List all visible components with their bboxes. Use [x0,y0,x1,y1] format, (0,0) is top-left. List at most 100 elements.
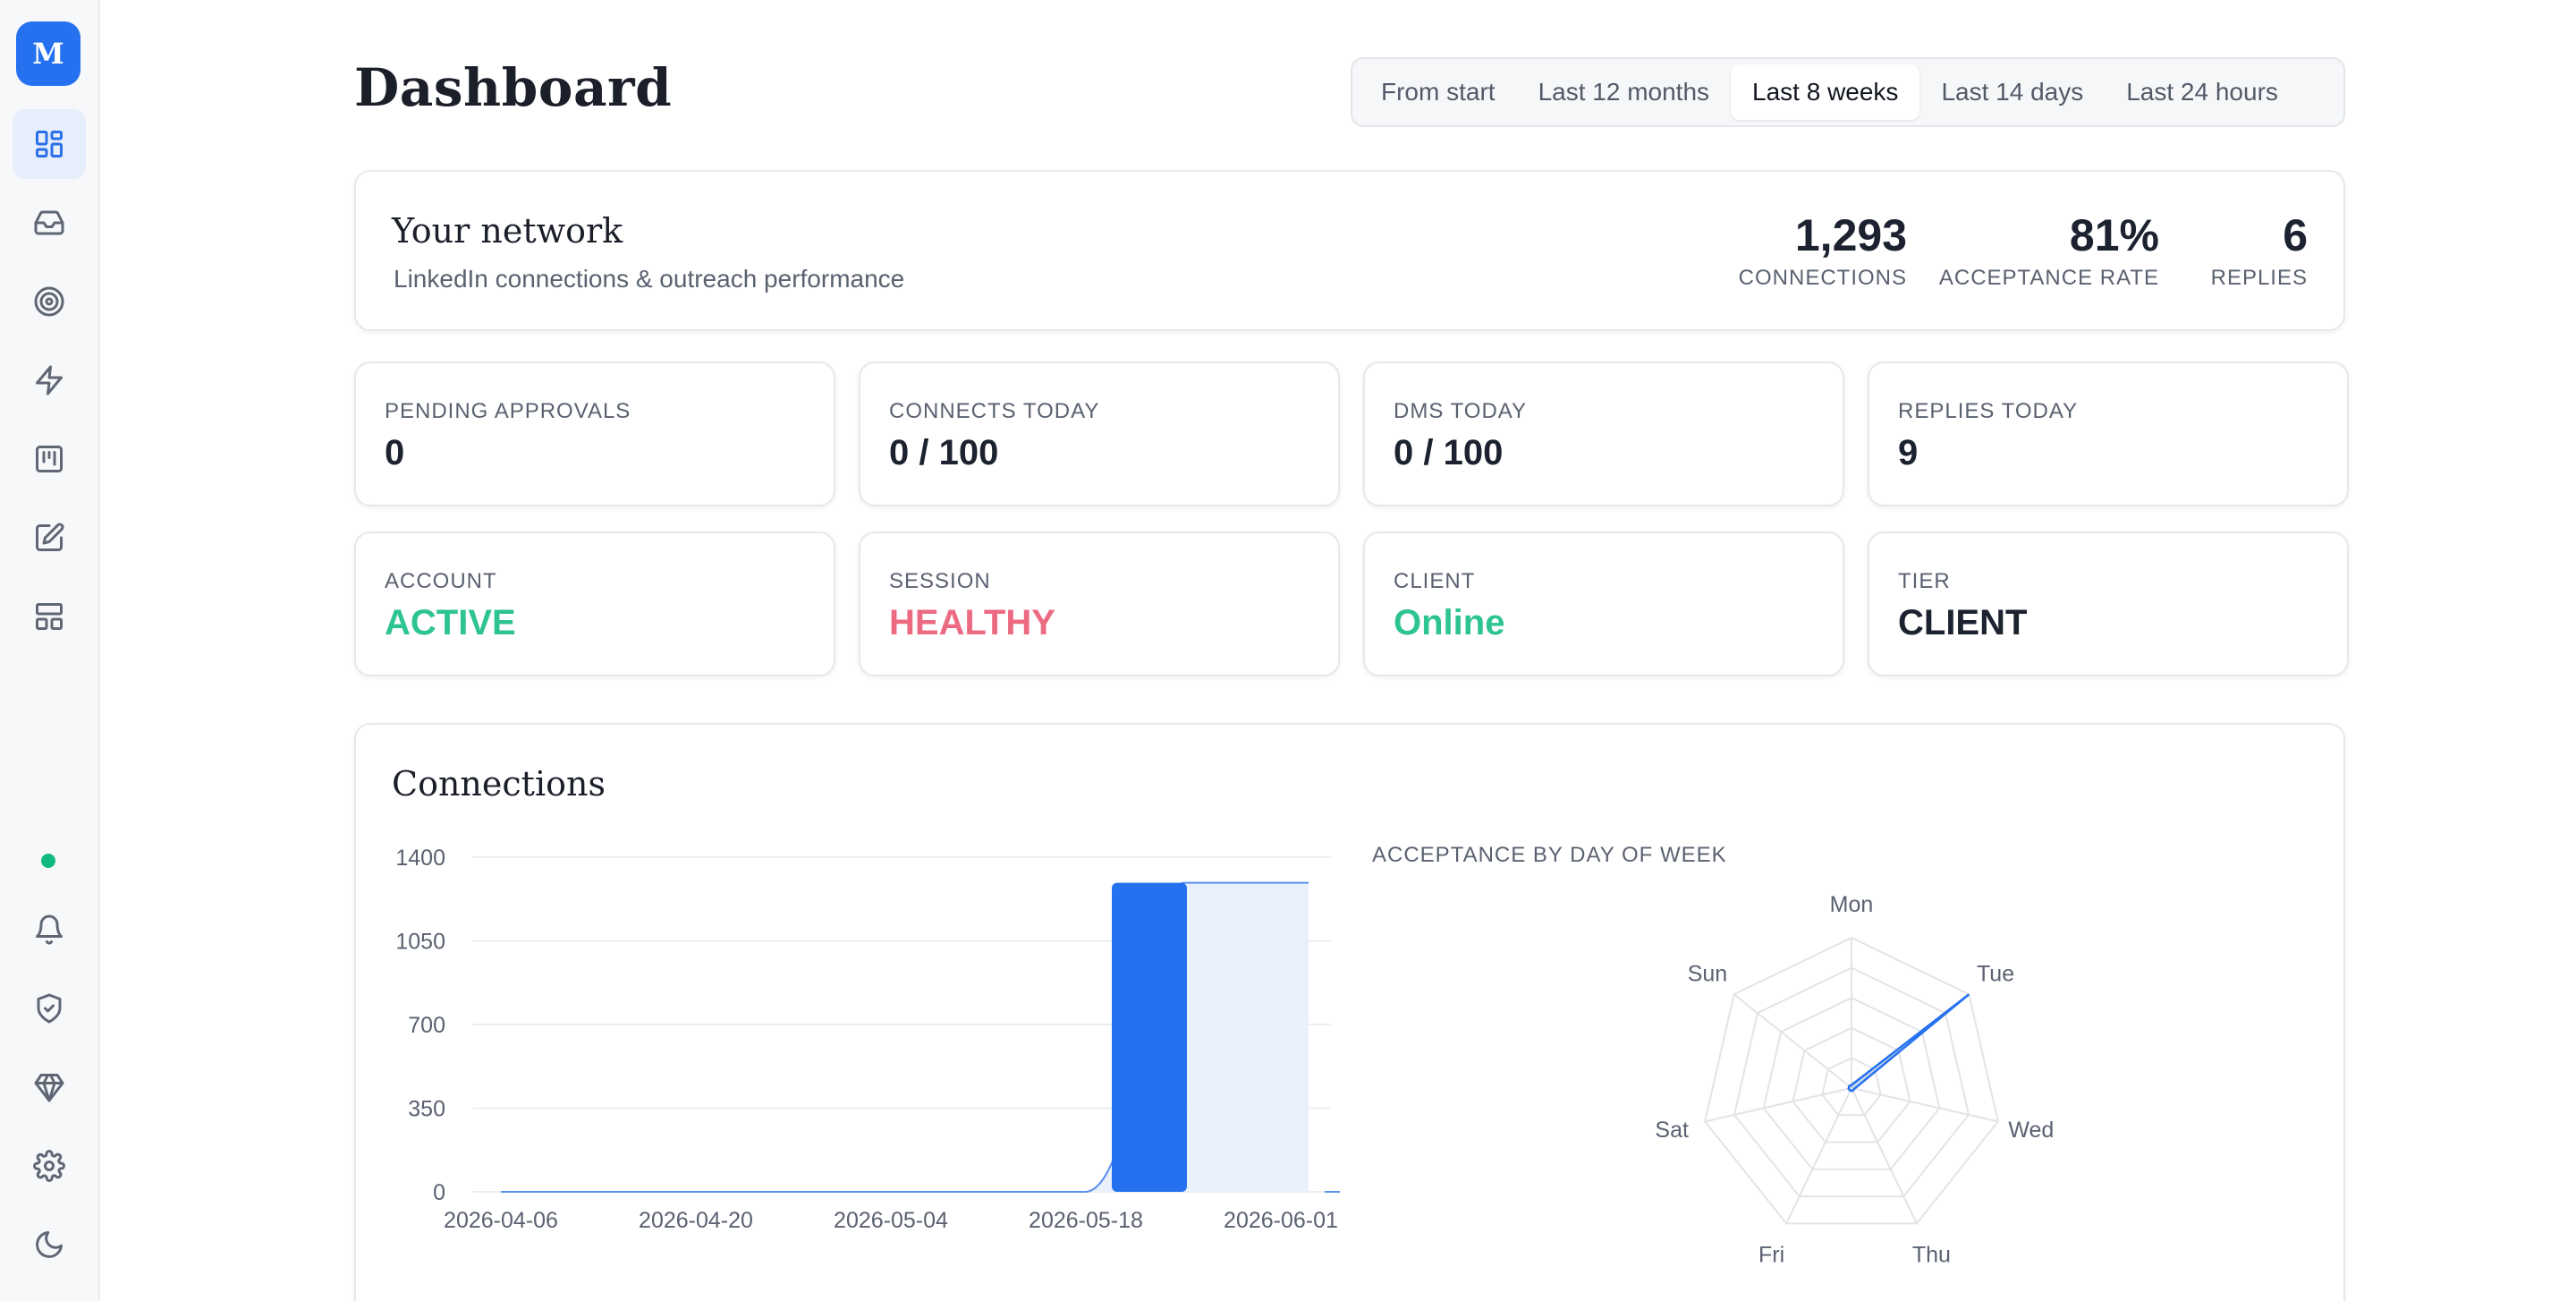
radar-ring [1704,936,1999,1225]
radar-spoke [1704,1087,1852,1123]
status-card-tier: TIER CLIENT [1868,531,2349,676]
radar-axis-label: Wed [2008,1118,2054,1143]
status-card-account: ACCOUNT ACTIVE [354,531,835,676]
sidebar-item-inbox[interactable] [13,188,86,258]
radar-axis-label: Sat [1655,1118,1689,1143]
sidebar: M [0,0,100,1301]
status-value: ACTIVE [385,603,516,642]
x-tick-label: 2026-04-06 [444,1208,558,1233]
metric-label: PENDING APPROVALS [385,399,631,423]
stat-label: REPLIES [2210,266,2308,290]
x-tick-label: 2026-06-01 [1224,1208,1338,1233]
metric-card-connects-today: CONNECTS TODAY 0 / 100 [859,361,1340,506]
page-title: Dashboard [354,57,673,118]
radar-ring [1733,966,1970,1198]
stat-label: ACCEPTANCE RATE [1938,266,2159,290]
status-value: Online [1394,603,1505,642]
range-tab-from-start[interactable]: From start [1381,78,1496,106]
range-tab-last-24-hours[interactable]: Last 24 hours [2126,78,2278,106]
sidebar-item-notifications[interactable] [13,895,86,965]
range-tab-last-14-days[interactable]: Last 14 days [1941,78,2084,106]
stat-value: 1,293 [1794,210,1907,260]
shield-check-icon [37,993,62,1024]
connections-bar [1112,882,1187,1192]
status-label: SESSION [889,569,991,593]
metric-label: DMS TODAY [1394,399,1528,423]
stat-replies: 6 REPLIES [2211,211,2308,291]
radar-axis-label: Sun [1688,962,1727,987]
stat-value: 81% [2069,210,2159,260]
kanban-icon [36,446,63,472]
acceptance-radar-chart: Mon Tue Wed Thu Fri Sat Sun [1655,892,2054,1268]
y-tick-label: 1050 [395,930,445,955]
network-summary-card: Your network LinkedIn connections & outr… [354,170,2345,331]
diamond-icon [34,1074,64,1102]
date-range-selector: From start Last 12 months Last 8 weeks L… [1351,57,2345,127]
metric-value: 0 [385,433,405,472]
status-label: ACCOUNT [385,569,497,593]
bell-icon [36,914,63,945]
radar-title: ACCEPTANCE BY DAY OF WEEK [1372,843,1727,867]
network-subtitle: LinkedIn connections & outreach performa… [394,265,905,293]
radar-ring [1762,997,1941,1170]
sidebar-item-compose[interactable] [13,503,86,573]
app-logo[interactable]: M [16,21,80,86]
metric-label: REPLIES TODAY [1898,399,2079,423]
connections-chart: 0 350 700 1050 1400 2026-04-06 2026-04-20 2026-… [395,846,1340,1233]
stat-label: CONNECTIONS [1738,266,1907,290]
radar-spoke [1785,1087,1852,1224]
metric-value: 9 [1898,433,1919,472]
stat-acceptance-rate: 81% ACCEPTANCE RATE [1939,211,2159,291]
status-value: CLIENT [1898,603,2028,642]
radar-axis-label: Thu [1912,1243,1951,1268]
online-status-dot [41,854,55,868]
sidebar-item-security[interactable] [13,974,86,1043]
metric-card-replies-today: REPLIES TODAY 9 [1868,361,2349,506]
sidebar-item-plans[interactable] [13,1052,86,1122]
y-tick-label: 350 [408,1097,445,1122]
radar-spoke [1733,993,1852,1089]
sidebar-item-settings[interactable] [13,1131,86,1201]
radar-spoke [1851,1087,1918,1224]
y-tick-label: 0 [433,1180,445,1205]
range-tab-last-12-months[interactable]: Last 12 months [1538,78,1710,106]
layout-icon [36,603,63,630]
metric-card-dms-today: DMS TODAY 0 / 100 [1363,361,1844,506]
status-label: CLIENT [1394,569,1476,593]
radar-axis-label: Mon [1830,892,1874,917]
x-tick-label: 2026-04-20 [639,1208,753,1233]
sidebar-item-theme[interactable] [13,1210,86,1280]
stat-value: 6 [2283,210,2308,260]
metric-value: 0 / 100 [889,433,999,472]
sidebar-item-automations[interactable] [13,345,86,415]
radar-spoke [1851,1087,1999,1123]
radar-ring [1821,1057,1882,1117]
sidebar-item-campaigns[interactable] [13,267,86,336]
status-card-client: CLIENT Online [1363,531,1844,676]
moon-icon [36,1231,63,1258]
radar-series [1847,993,1970,1093]
lightning-icon [36,365,63,395]
range-tab-last-8-weeks[interactable]: Last 8 weeks [1731,64,1920,120]
gear-icon [33,1150,65,1182]
sidebar-item-board[interactable] [13,424,86,494]
network-title: Your network [392,211,623,251]
radar-axis-label: Fri [1758,1243,1784,1268]
metric-card-pending-approvals: PENDING APPROVALS 0 [354,361,835,506]
y-tick-label: 700 [408,1013,445,1038]
radar-axis-label: Tue [1977,962,2014,987]
y-tick-label: 1400 [395,846,445,871]
target-icon [34,286,64,317]
x-tick-label: 2026-05-04 [834,1208,948,1233]
metric-label: CONNECTS TODAY [889,399,1100,423]
metric-value: 0 / 100 [1394,433,1504,472]
status-value: HEALTHY [889,603,1055,642]
grid-icon [36,131,63,157]
x-tick-label: 2026-05-18 [1029,1208,1143,1233]
status-card-session: SESSION HEALTHY [859,531,1340,676]
radar-ring [1792,1026,1911,1144]
stat-connections: 1,293 CONNECTIONS [1739,211,1907,291]
sidebar-item-dashboard[interactable] [13,109,86,179]
sidebar-item-templates[interactable] [13,582,86,651]
inbox-icon [34,210,64,235]
